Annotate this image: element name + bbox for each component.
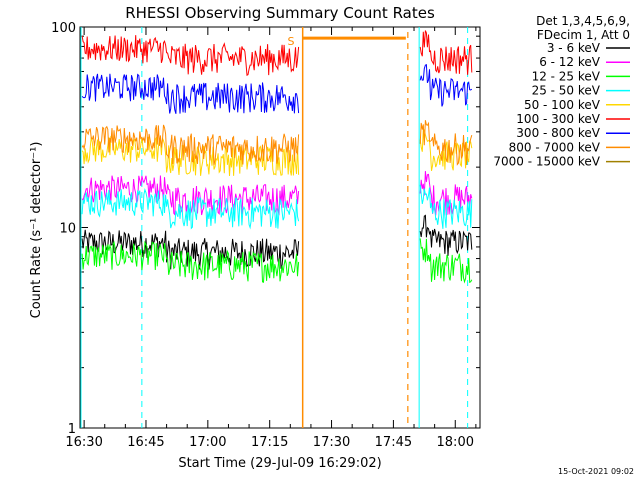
legend-label: 100 - 300 keV <box>516 112 600 126</box>
series-line <box>81 135 300 177</box>
series-line <box>419 238 473 284</box>
axes: 16:30 16:45 17:00 17:15 17:30 17:45 18:00 1 10 10… <box>51 21 481 450</box>
series-line <box>419 120 473 166</box>
legend-label: 800 - 7000 keV <box>509 140 601 154</box>
legend-label: 50 - 100 keV <box>524 98 601 112</box>
series-line <box>419 184 473 229</box>
legend-label: 7000 - 15000 keV <box>493 155 600 169</box>
series-line <box>419 214 473 256</box>
series-line <box>81 240 300 283</box>
series-line <box>419 63 473 107</box>
x-tick-label: 16:45 <box>127 435 164 450</box>
legend-label: 6 - 12 keV <box>539 55 601 69</box>
series-layer <box>80 27 473 428</box>
series-line <box>81 35 300 76</box>
x-axis-label: Start Time (29-Jul-09 16:29:02) <box>178 456 381 471</box>
footer-date: 15-Oct-2021 09:02 <box>558 467 634 476</box>
legend-header-decimation: FDecim 1, Att 0 <box>537 28 630 42</box>
legend-label: 3 - 6 keV <box>547 41 601 55</box>
chart-title: RHESSI Observing Summary Count Rates <box>125 4 435 22</box>
legend-header-detectors: Det 1,3,4,5,6,9, <box>536 14 630 28</box>
x-tick-label: 17:15 <box>251 435 288 450</box>
series-line <box>419 171 473 216</box>
legend-label: 25 - 50 keV <box>532 84 601 98</box>
x-tick-label: 16:30 <box>65 435 102 450</box>
x-tick-label: 17:00 <box>189 435 226 450</box>
series-line <box>81 188 300 230</box>
series-line <box>81 73 300 114</box>
legend-label: 300 - 800 keV <box>516 126 600 140</box>
y-tick-label: 100 <box>51 21 76 36</box>
x-tick-label: 17:45 <box>375 435 412 450</box>
legend-label: 12 - 25 keV <box>532 69 601 83</box>
series-line <box>419 30 473 75</box>
flag-label: S <box>288 35 295 48</box>
y-tick-label: 1 <box>68 422 76 437</box>
y-axis-label: Count Rate (s⁻¹ detector⁻¹) <box>29 142 44 319</box>
x-tick-label: 18:00 <box>437 435 474 450</box>
series-line <box>81 124 300 166</box>
x-tick-label: 17:30 <box>313 435 350 450</box>
y-tick-label: 10 <box>59 222 76 237</box>
